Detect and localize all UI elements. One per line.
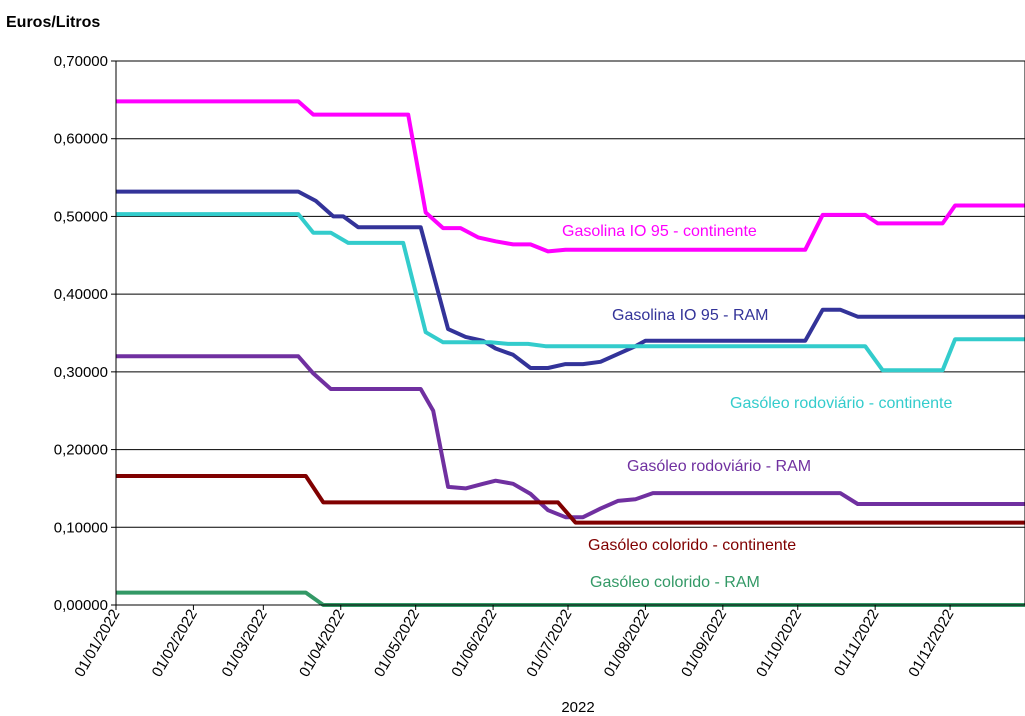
- series-label: Gasolina IO 95 - RAM: [612, 307, 769, 324]
- series-line: [116, 212, 1025, 373]
- series-line: [116, 590, 1025, 607]
- series-lines: [116, 99, 1025, 607]
- x-axis-title: 2022: [561, 699, 594, 716]
- x-tick-label: 01/11/2022: [831, 607, 883, 680]
- y-tick-label: 0,50000: [54, 208, 108, 225]
- x-tick-label: 01/12/2022: [905, 607, 957, 681]
- series-line: [116, 474, 1025, 525]
- x-axis-ticks: 01/01/2022 01/02/2022 01/03/2022 01/04/2022…: [71, 605, 958, 681]
- x-tick-label: 01/08/2022: [601, 607, 653, 681]
- series-label: Gasóleo rodoviário - continente: [730, 395, 952, 412]
- series-label: Gasóleo rodoviário - RAM: [627, 458, 811, 475]
- y-tick-label: 0,00000: [54, 597, 108, 614]
- x-tick-label: 01/07/2022: [523, 607, 575, 681]
- plot-frame: [115, 60, 1025, 606]
- x-tick-label: 01/09/2022: [678, 607, 730, 681]
- y-axis-ticks: 0,00000 0,10000 0,20000 0,30000 0,40000 0,500…: [54, 53, 116, 614]
- series-line: [116, 189, 1025, 370]
- y-tick-label: 0,30000: [54, 364, 108, 381]
- series-line: [116, 99, 1025, 254]
- x-tick-label: 01/05/2022: [371, 607, 423, 681]
- x-tick-label: 01/06/2022: [448, 607, 500, 681]
- gridlines: [116, 60, 1025, 606]
- x-tick-label: 01/02/2022: [149, 607, 201, 681]
- x-tick-label: 01/04/2022: [296, 607, 348, 681]
- x-tick-label: 01/10/2022: [753, 607, 805, 681]
- y-tick-label: 0,70000: [54, 53, 108, 70]
- y-tick-label: 0,40000: [54, 286, 108, 303]
- series-label: Gasóleo colorido - continente: [588, 537, 796, 554]
- y-tick-label: 0,60000: [54, 131, 108, 148]
- series-label: Gasolina IO 95 - continente: [562, 223, 757, 240]
- y-tick-label: 0,10000: [54, 519, 108, 536]
- y-tick-label: 0,20000: [54, 442, 108, 459]
- x-tick-label: 01/01/2022: [71, 607, 123, 681]
- series-line: [116, 354, 1025, 520]
- series-labels: Gasolina IO 95 - continente Gasolina IO 9…: [562, 223, 952, 591]
- series-label: Gasóleo colorido - RAM: [590, 574, 760, 591]
- y-axis-title: Euros/Litros: [6, 14, 100, 31]
- x-tick-label: 01/03/2022: [219, 607, 271, 681]
